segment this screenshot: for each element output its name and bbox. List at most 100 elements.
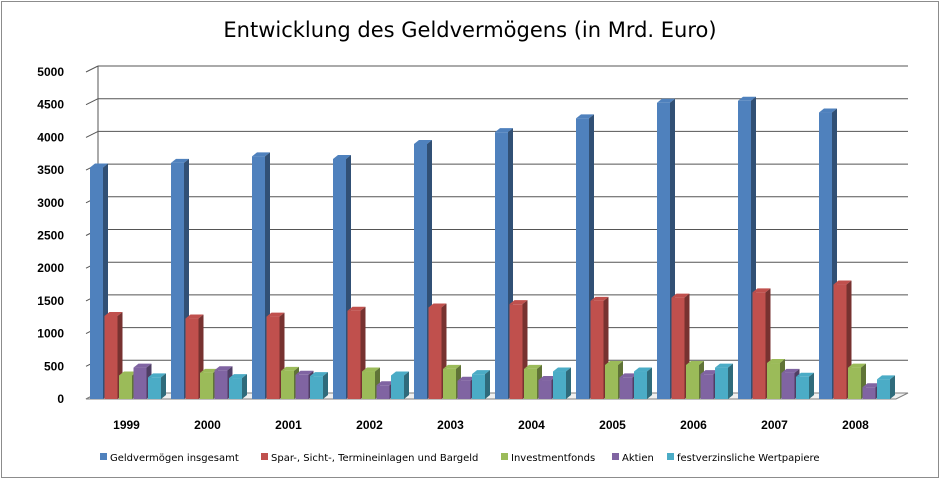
- bar: [391, 371, 409, 399]
- bar-front: [214, 370, 228, 399]
- bar-top: [171, 158, 189, 163]
- bar-front: [171, 162, 184, 399]
- legend-swatch: [612, 453, 619, 460]
- bar: [148, 373, 166, 399]
- bar-side: [161, 373, 166, 399]
- bar-front: [443, 368, 456, 399]
- bar-side: [647, 367, 652, 399]
- bar-top: [538, 376, 557, 381]
- bar-front: [90, 167, 103, 399]
- bar-front: [862, 387, 876, 399]
- bar-top: [576, 114, 594, 119]
- bar-top: [214, 366, 233, 371]
- bar-front: [495, 132, 508, 399]
- bar-front: [414, 143, 427, 399]
- bar-top: [90, 163, 108, 168]
- bar-top: [619, 373, 638, 378]
- bar-front: [700, 374, 714, 399]
- bar-front: [310, 376, 323, 399]
- bar-top: [376, 381, 395, 386]
- legend-item: festverzinsliche Wertpapiere: [667, 453, 820, 464]
- bar-side: [404, 371, 409, 399]
- bar-top: [119, 371, 137, 376]
- bar-top: [781, 368, 800, 373]
- legend-label: Geldvermögen insgesamt: [110, 453, 239, 464]
- bar: [796, 372, 814, 399]
- bar-side: [890, 375, 895, 399]
- bar-top: [634, 367, 652, 372]
- y-tick-label: 4000: [37, 130, 64, 144]
- bar: [553, 367, 571, 399]
- gridline-depth: [85, 130, 99, 138]
- bar-top: [671, 293, 690, 298]
- legend-item: Aktien: [612, 453, 654, 464]
- bar-front: [538, 380, 552, 399]
- bar-front: [185, 318, 199, 399]
- x-tick-label: 2004: [518, 418, 545, 432]
- bar-top: [428, 303, 447, 308]
- bar-top: [862, 383, 881, 388]
- bar-front: [657, 102, 670, 399]
- bar-front: [266, 316, 280, 399]
- bar-top: [524, 364, 542, 369]
- bar-top: [133, 363, 152, 368]
- bar-front: [104, 315, 118, 399]
- bar-top: [877, 375, 895, 380]
- bar-front: [509, 304, 523, 399]
- legend-swatch: [501, 453, 508, 460]
- legend: Geldvermögen insgesamt Spar-, Sicht-, Ter…: [100, 453, 820, 464]
- gridline-depth: [85, 65, 99, 73]
- bar-top: [391, 371, 409, 376]
- y-tick-label: 2000: [37, 261, 64, 275]
- y-tick-label: 0: [57, 392, 64, 406]
- bar: [310, 372, 328, 399]
- bar-front: [752, 292, 766, 399]
- bar-front: [333, 158, 346, 399]
- bar-top: [657, 98, 675, 103]
- bar-front: [819, 112, 832, 399]
- bar-front: [833, 284, 847, 399]
- legend-item: Spar-, Sicht-, Termineinlagen und Bargel…: [261, 453, 478, 464]
- bar: [752, 288, 771, 399]
- bar-top: [553, 367, 571, 372]
- bar: [472, 370, 490, 399]
- bar: [414, 139, 432, 399]
- y-axis-ticks: 0 500 1000 1500 2000 2500 3000 3500 4000 4500 5000: [37, 65, 64, 406]
- bar-side: [323, 372, 328, 399]
- bar: [715, 363, 733, 399]
- bar-top: [848, 363, 866, 368]
- x-tick-label: 2002: [356, 418, 383, 432]
- bar-front: [119, 375, 132, 399]
- y-tick-label: 1500: [37, 294, 64, 308]
- bar-front: [472, 374, 485, 399]
- bar-front: [877, 379, 890, 399]
- x-tick-label: 2000: [194, 418, 221, 432]
- legend-swatch: [261, 453, 268, 460]
- bar-side: [728, 363, 733, 399]
- legend-label: Aktien: [622, 453, 654, 464]
- bar-front: [362, 371, 375, 399]
- bar-front: [590, 300, 604, 399]
- bar-top: [252, 152, 270, 157]
- bar-top: [509, 300, 528, 305]
- legend-label: Spar-, Sicht-, Termineinlagen und Bargel…: [271, 453, 478, 464]
- bar-front: [848, 367, 861, 399]
- y-tick-label: 3500: [37, 163, 64, 177]
- bar: [848, 363, 866, 399]
- chart-title: Entwicklung des Geldvermögens (in Mrd. E…: [223, 18, 716, 42]
- bar-side: [485, 370, 490, 399]
- bar-side: [566, 367, 571, 399]
- y-tick-label: 3000: [37, 196, 64, 210]
- bar: [133, 363, 152, 399]
- bar-top: [686, 360, 704, 365]
- bar-front: [252, 156, 265, 399]
- bar-front: [200, 372, 213, 399]
- bar-front: [781, 372, 795, 399]
- bar-front: [715, 367, 728, 399]
- bar-top: [767, 359, 785, 364]
- bars: [90, 96, 895, 400]
- bar-front: [796, 376, 809, 399]
- bar-front: [295, 374, 309, 399]
- x-tick-label: 2001: [275, 418, 302, 432]
- bar-top: [738, 96, 756, 101]
